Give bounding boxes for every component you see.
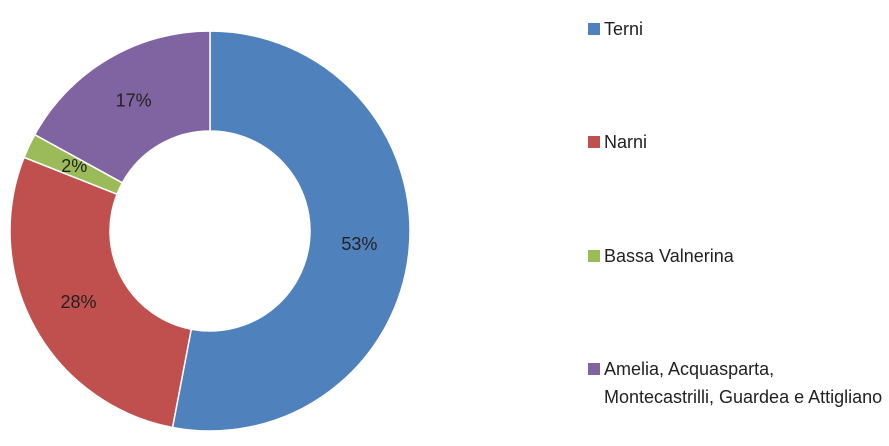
legend-swatch (588, 136, 600, 148)
data-label: 28% (61, 292, 97, 312)
data-label: 2% (61, 156, 87, 176)
data-label: 53% (341, 234, 377, 254)
data-label: 17% (116, 91, 152, 111)
legend-label: Narni (604, 132, 648, 152)
legend-swatch (588, 23, 600, 35)
donut-slice (9, 156, 193, 429)
legend-label: Terni (604, 19, 644, 39)
chart: 53% 28% 2% 17% (9, 30, 411, 432)
legend-item: Terni (588, 15, 883, 43)
donut-slice (33, 30, 211, 184)
donut-slice (171, 30, 411, 432)
legend-swatch (588, 250, 600, 262)
legend-item: Amelia, Acquasparta, Montecastrilli, Gua… (588, 355, 883, 411)
legend-label: Amelia, Acquasparta, Montecastrilli, Gua… (604, 359, 883, 407)
legend-item: Narni (588, 128, 883, 156)
legend-label: Bassa Valnerina (604, 246, 734, 266)
legend-item: Bassa Valnerina (588, 242, 883, 270)
legend-swatch (588, 363, 600, 375)
